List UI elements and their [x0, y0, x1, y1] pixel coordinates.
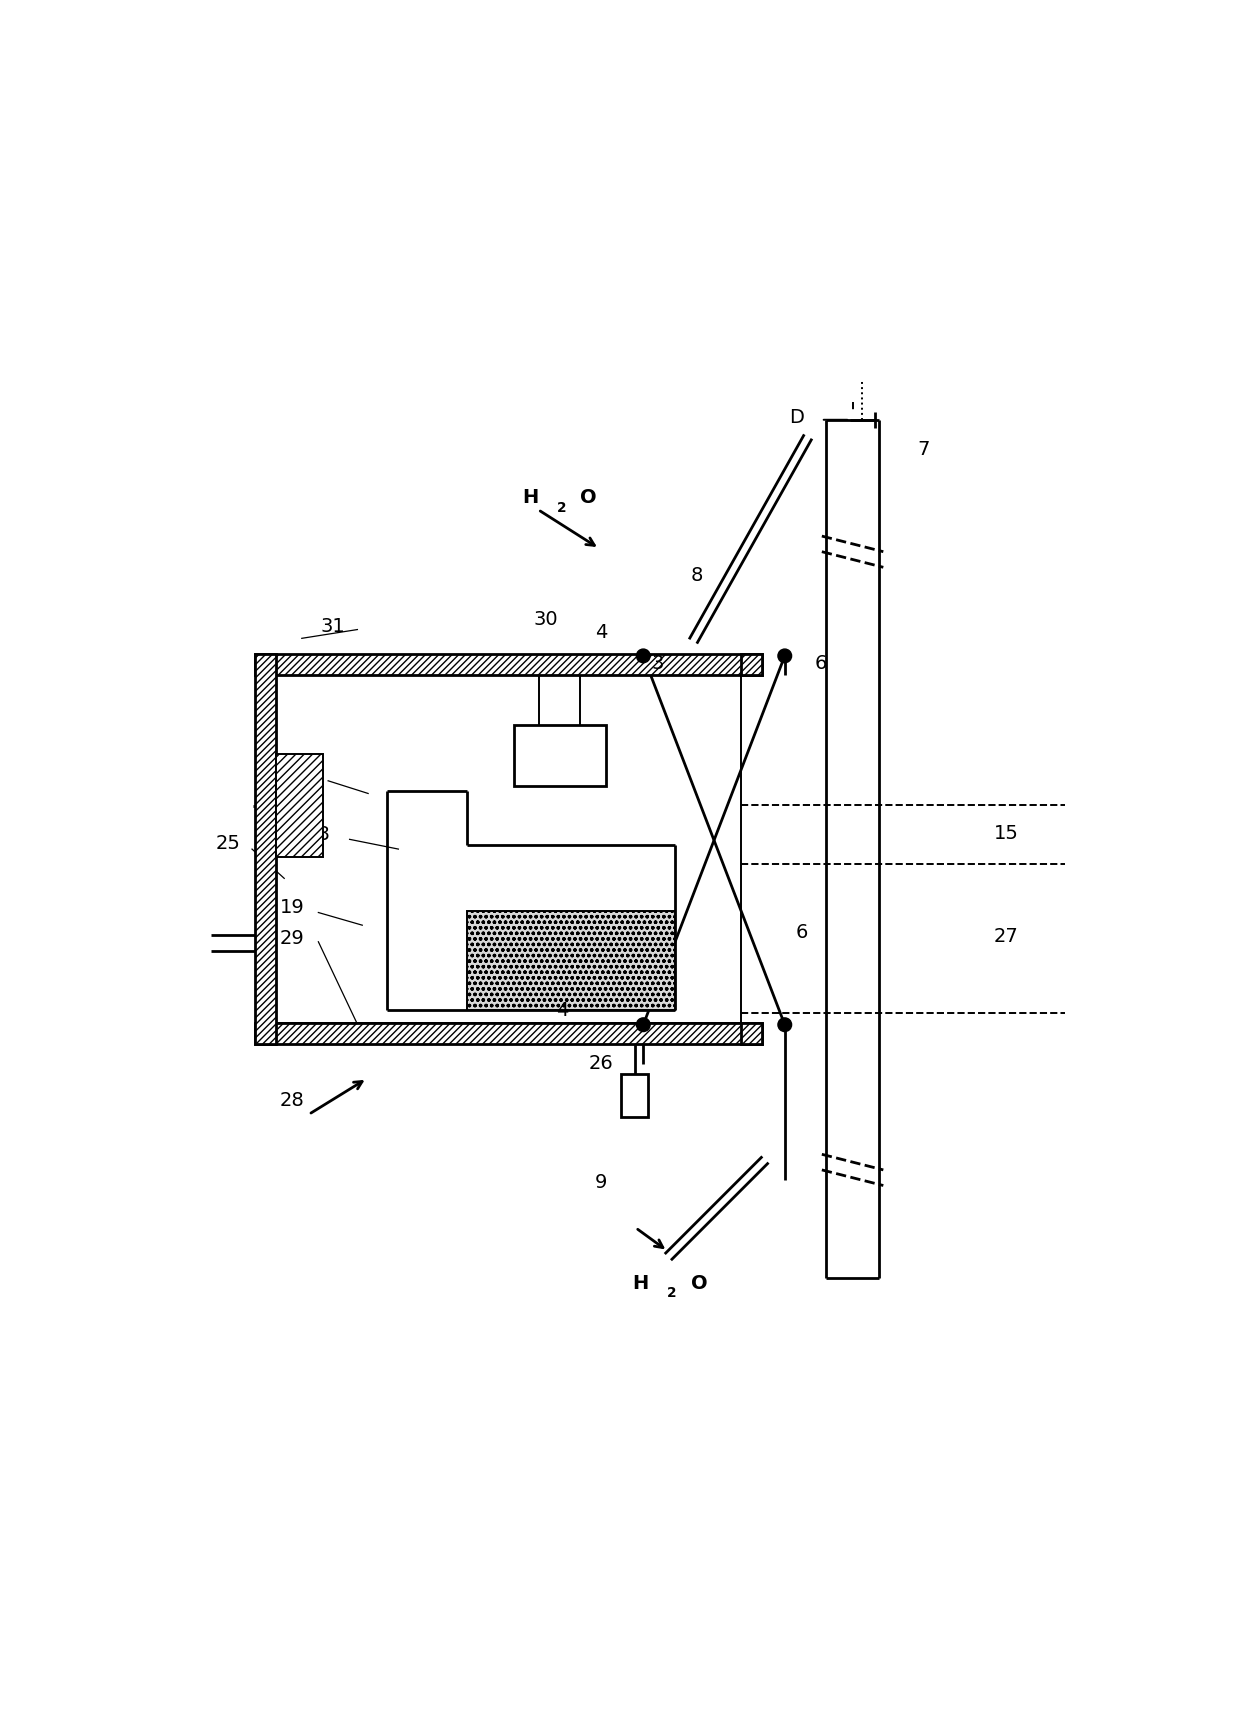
Text: 9: 9: [596, 1173, 608, 1192]
Bar: [514, 726, 606, 786]
Text: 28: 28: [279, 1090, 305, 1111]
Text: 15: 15: [993, 824, 1019, 843]
Text: 4: 4: [596, 623, 608, 642]
Text: 26: 26: [589, 1054, 613, 1073]
Text: D: D: [789, 408, 805, 427]
Text: 19: 19: [279, 898, 305, 917]
Bar: [740, 1023, 763, 1044]
Bar: [277, 676, 740, 1023]
Text: 2: 2: [556, 501, 567, 514]
Bar: [621, 1073, 648, 1118]
Text: 7: 7: [917, 440, 929, 459]
Circle shape: [778, 648, 792, 662]
Text: O: O: [691, 1275, 708, 1293]
Text: 29: 29: [279, 929, 305, 948]
Bar: [277, 755, 324, 857]
Circle shape: [637, 1018, 650, 1032]
Bar: [254, 1023, 763, 1044]
Circle shape: [637, 648, 650, 662]
Text: 18: 18: [306, 826, 331, 845]
Text: 2: 2: [667, 1287, 676, 1300]
Text: 27: 27: [993, 927, 1019, 946]
Bar: [467, 912, 675, 1010]
Text: 4: 4: [556, 1001, 569, 1020]
Text: 20: 20: [290, 767, 313, 786]
Circle shape: [778, 1018, 792, 1032]
Text: 6: 6: [815, 654, 827, 673]
Text: H: H: [522, 488, 539, 507]
Bar: [740, 654, 763, 676]
Bar: [254, 654, 763, 676]
Text: 8: 8: [691, 566, 703, 585]
Text: 25: 25: [215, 834, 240, 853]
Text: O: O: [580, 488, 597, 507]
Text: 31: 31: [321, 617, 345, 636]
Bar: [254, 654, 277, 1044]
Text: 6: 6: [796, 922, 807, 941]
Text: 3: 3: [652, 654, 663, 673]
Text: 30: 30: [534, 611, 558, 630]
Text: H: H: [632, 1275, 648, 1293]
